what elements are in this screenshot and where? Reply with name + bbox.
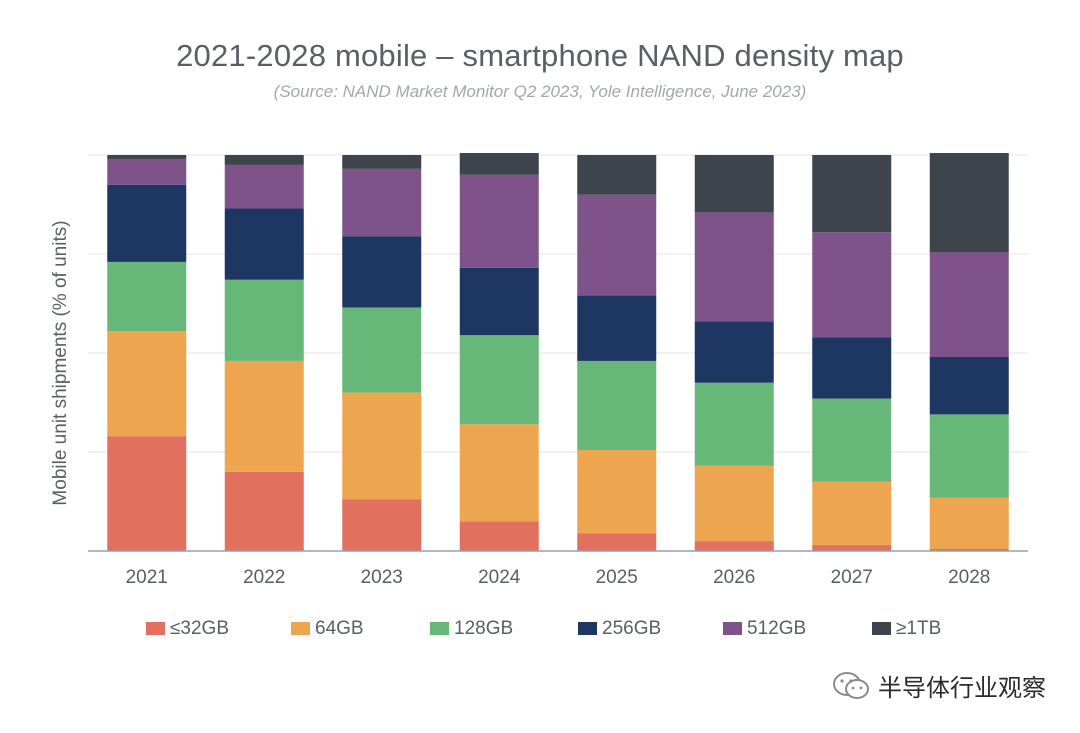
bar-segment: [342, 307, 422, 393]
x-tick-label: 2025: [596, 567, 638, 588]
bar-segment: [812, 398, 892, 482]
bar-segment: [929, 414, 1009, 498]
legend-swatch: [291, 622, 310, 635]
bar-segment: [929, 252, 1009, 357]
bar-segment: [107, 155, 187, 159]
legend-swatch: [578, 622, 597, 635]
bar-segment: [694, 321, 774, 383]
bar-segment: [577, 194, 657, 296]
bar-segment: [224, 471, 304, 551]
bar-segment: [107, 184, 187, 262]
legend-swatch: [723, 622, 742, 635]
bar-segment: [224, 208, 304, 280]
bar-segment: [342, 236, 422, 308]
bar-segment: [694, 382, 774, 466]
x-tick-label: 2028: [948, 567, 990, 588]
bar-segment: [577, 155, 657, 195]
bar-segment: [929, 549, 1009, 551]
bar-segment: [224, 155, 304, 165]
bar-segment: [577, 450, 657, 534]
watermark: 半导体行业观察: [832, 668, 1046, 703]
bar-segment: [694, 212, 774, 322]
x-tick-label: 2026: [713, 567, 755, 588]
x-tick-label: 2027: [831, 567, 873, 588]
legend-label: 512GB: [747, 618, 806, 639]
legend-swatch: [872, 622, 891, 635]
bar-segment: [929, 153, 1009, 253]
x-tick-label: 2023: [361, 567, 403, 588]
bar-segment: [107, 436, 187, 551]
bar-segment: [577, 360, 657, 451]
bar-segment: [224, 279, 304, 361]
bar-segment: [107, 261, 187, 332]
bar-segment: [577, 533, 657, 551]
bar-segment: [459, 153, 539, 175]
bar-segment: [812, 545, 892, 551]
bar-segment: [107, 158, 187, 185]
bar-segment: [694, 541, 774, 551]
bar-segment: [694, 155, 774, 213]
bar-segment: [812, 155, 892, 233]
legend-label: 128GB: [454, 618, 513, 639]
x-tick-label: 2024: [478, 567, 521, 588]
chart-subtitle: (Source: NAND Market Monitor Q2 2023, Yo…: [273, 82, 807, 101]
bar-segment: [342, 168, 422, 237]
bar-segment: [812, 232, 892, 338]
wechat-icon: [833, 671, 869, 699]
bar-segment: [812, 337, 892, 399]
bar-segment: [342, 155, 422, 169]
bar-segment: [929, 356, 1009, 415]
legend-label: ≤32GB: [170, 618, 229, 639]
bar-segment: [107, 331, 187, 437]
legend-label: 64GB: [315, 618, 364, 639]
bar-segment: [694, 465, 774, 542]
bar-segment: [459, 174, 539, 268]
legend-swatch: [146, 622, 165, 635]
bar-segment: [929, 497, 1009, 550]
y-axis-label: Mobile unit shipments (% of units): [50, 220, 71, 505]
bar-segment: [459, 267, 539, 336]
legend-label: ≥1TB: [896, 618, 941, 639]
bar-segment: [577, 295, 657, 361]
bar-segment: [224, 360, 304, 472]
x-tick-label: 2022: [243, 567, 285, 588]
legend-label: 256GB: [602, 618, 661, 639]
chart-title: 2021-2028 mobile – smartphone NAND densi…: [176, 38, 904, 73]
bar-segment: [224, 164, 304, 209]
x-tick-label: 2021: [126, 567, 168, 588]
legend-swatch: [430, 622, 449, 635]
bar-segment: [459, 335, 539, 425]
bar-segment: [812, 481, 892, 546]
bar-segment: [459, 424, 539, 522]
bar-segment: [459, 521, 539, 551]
watermark-text: 半导体行业观察: [878, 674, 1046, 702]
bar-segment: [342, 392, 422, 500]
bar-segment: [342, 499, 422, 551]
